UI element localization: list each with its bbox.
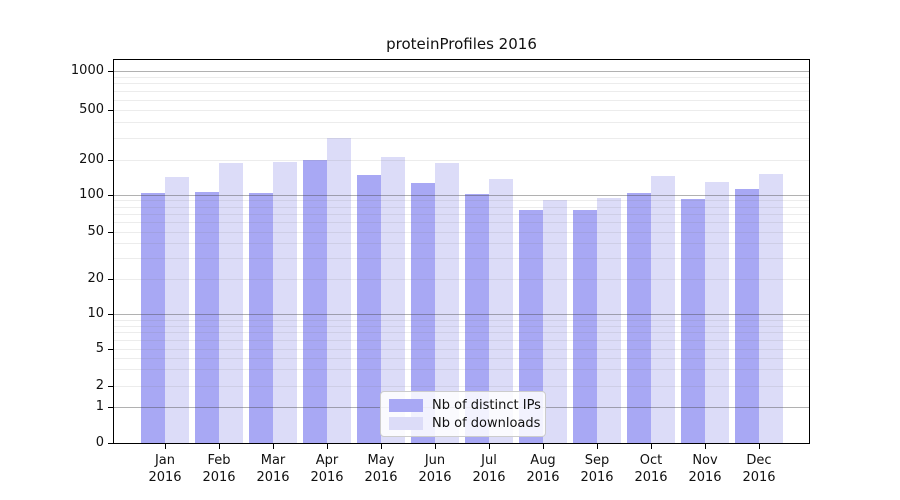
y-tick-label: 200 bbox=[79, 152, 104, 167]
y-tick-mark bbox=[108, 443, 113, 444]
x-tick-mark bbox=[165, 444, 166, 449]
y-tick-label: 500 bbox=[79, 102, 104, 117]
y-tick-mark bbox=[108, 232, 113, 233]
bar-distinct-ips bbox=[627, 193, 651, 443]
bar-downloads bbox=[705, 182, 729, 443]
bar-downloads bbox=[273, 162, 297, 443]
x-tick-label: Jan 2016 bbox=[148, 453, 182, 485]
x-tick-label: Dec 2016 bbox=[742, 453, 776, 485]
x-tick-mark bbox=[489, 444, 490, 449]
y-tick-label: 10 bbox=[87, 306, 104, 321]
x-tick-mark bbox=[651, 444, 652, 449]
bar-downloads bbox=[165, 177, 189, 443]
x-tick-label: Feb 2016 bbox=[202, 453, 236, 485]
bar-downloads bbox=[327, 138, 351, 443]
legend-swatch-distinct-ips bbox=[389, 398, 423, 412]
y-tick-mark bbox=[108, 160, 113, 161]
x-tick-label: Oct 2016 bbox=[634, 453, 668, 485]
y-tick-mark bbox=[108, 71, 113, 72]
bar-distinct-ips bbox=[681, 199, 705, 443]
x-tick-mark bbox=[543, 444, 544, 449]
legend-label-distinct-ips: Nb of distinct IPs bbox=[432, 397, 541, 413]
x-tick-mark bbox=[273, 444, 274, 449]
x-tick-label: May 2016 bbox=[364, 453, 398, 485]
x-tick-label: Jul 2016 bbox=[472, 453, 506, 485]
y-tick-mark bbox=[108, 195, 113, 196]
bar-downloads bbox=[219, 163, 243, 443]
bar-downloads bbox=[543, 200, 567, 443]
x-tick-label: Nov 2016 bbox=[688, 453, 722, 485]
bar-distinct-ips bbox=[141, 193, 165, 443]
x-tick-label: Mar 2016 bbox=[256, 453, 290, 485]
x-tick-mark bbox=[705, 444, 706, 449]
bar-distinct-ips bbox=[195, 192, 219, 443]
y-tick-label: 2 bbox=[95, 378, 104, 393]
bar-downloads bbox=[597, 198, 621, 443]
legend-item: Nb of downloads bbox=[389, 415, 541, 431]
legend: Nb of distinct IPs Nb of downloads bbox=[380, 391, 546, 437]
legend-swatch-downloads bbox=[389, 416, 423, 430]
bar-downloads bbox=[759, 174, 783, 443]
y-tick-label: 1000 bbox=[70, 63, 104, 78]
y-tick-mark bbox=[108, 279, 113, 280]
bar-distinct-ips bbox=[357, 175, 381, 443]
y-tick-mark bbox=[108, 110, 113, 111]
x-tick-mark bbox=[597, 444, 598, 449]
bar-distinct-ips bbox=[303, 160, 327, 443]
bar-downloads bbox=[651, 176, 675, 443]
y-tick-mark bbox=[108, 349, 113, 350]
x-tick-label: Sep 2016 bbox=[580, 453, 614, 485]
x-tick-label: Aug 2016 bbox=[526, 453, 560, 485]
chart-title: proteinProfiles 2016 bbox=[386, 35, 537, 53]
y-tick-mark bbox=[108, 314, 113, 315]
x-tick-label: Jun 2016 bbox=[418, 453, 452, 485]
legend-item: Nb of distinct IPs bbox=[389, 398, 541, 413]
y-tick-label: 50 bbox=[87, 224, 104, 239]
y-tick-label: 20 bbox=[87, 271, 104, 286]
y-tick-label: 1 bbox=[95, 399, 104, 414]
y-tick-label: 5 bbox=[95, 341, 104, 356]
x-tick-label: Apr 2016 bbox=[310, 453, 344, 485]
x-tick-mark bbox=[381, 444, 382, 449]
y-tick-mark bbox=[108, 386, 113, 387]
bar-distinct-ips bbox=[735, 189, 759, 443]
y-tick-label: 100 bbox=[79, 187, 104, 202]
y-tick-label: 0 bbox=[95, 435, 104, 450]
bar-distinct-ips bbox=[573, 210, 597, 443]
x-tick-mark bbox=[435, 444, 436, 449]
x-tick-mark bbox=[219, 444, 220, 449]
x-tick-mark bbox=[327, 444, 328, 449]
legend-label-downloads: Nb of downloads bbox=[432, 415, 541, 431]
y-tick-mark bbox=[108, 407, 113, 408]
bar-distinct-ips bbox=[249, 193, 273, 443]
x-tick-mark bbox=[759, 444, 760, 449]
